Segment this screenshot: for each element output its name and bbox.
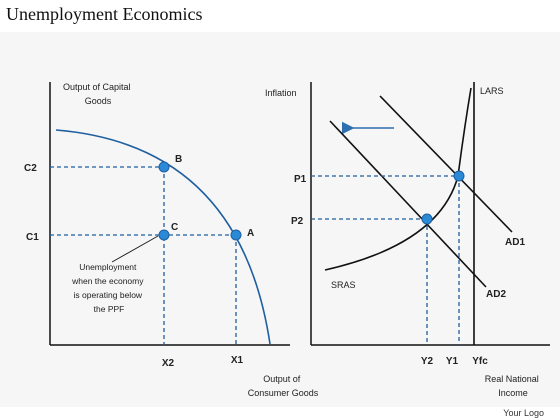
ad2-label: AD2 (486, 289, 506, 300)
sras-curve (324, 87, 472, 271)
ppf-x-axis-title-line1: Output of (263, 374, 301, 384)
tick-y2: Y2 (421, 356, 434, 367)
tick-p2: P2 (291, 216, 304, 227)
adas-y-axis-title: Inflation (265, 88, 297, 98)
point-a-label: A (247, 228, 254, 239)
point-b-label: B (175, 154, 182, 165)
tick-x2: X2 (162, 358, 175, 369)
ad2-curve (329, 120, 487, 288)
ppf-x-axis-title-line2: Consumer Goods (248, 388, 319, 398)
annotation-line2: when the economy (71, 276, 144, 286)
svg-text:Output of Capital Goods: Output of Capital Goods (63, 82, 133, 106)
adas-x-axis-title-line2: Income (498, 388, 528, 398)
tick-p1: P1 (294, 174, 307, 185)
point-b (158, 161, 170, 173)
svg-text:Real National Income: Real National Income (485, 374, 542, 398)
tick-c2: C2 (24, 163, 37, 174)
ppf-curve (55, 129, 271, 345)
annotation-line4: the PPF (94, 304, 125, 314)
equilibrium-point-2 (421, 213, 433, 225)
svg-text:Unemployment when the econ: Unemployment when the economy is operati… (71, 262, 146, 314)
svg-text:Output of Consumer Goods: Output of Consumer Goods (248, 374, 319, 398)
annotation-line1: Unemployment (79, 262, 137, 272)
ad1-curve (379, 95, 513, 233)
ppf-y-axis-title-line2: Goods (85, 96, 112, 106)
tick-yfc: Yfc (472, 356, 488, 367)
tick-x1: X1 (231, 355, 244, 366)
logo-text: Your Logo (503, 408, 544, 418)
lars-label: LARS (480, 86, 504, 96)
annotation-line3: is operating below (74, 290, 143, 300)
ppf-y-axis-title-line1: Output of Capital (63, 82, 131, 92)
tick-c1: C1 (26, 232, 39, 243)
page-title: Unemployment Economics (6, 4, 203, 24)
ad1-label: AD1 (505, 237, 525, 248)
annotation-pointer (111, 235, 159, 263)
adas-x-axis-title-line1: Real National (485, 374, 539, 384)
sras-label: SRAS (331, 280, 356, 290)
point-c (158, 229, 170, 241)
tick-y1: Y1 (446, 356, 459, 367)
equilibrium-point-1 (453, 170, 465, 182)
point-a (230, 229, 242, 241)
point-c-label: C (171, 222, 178, 233)
